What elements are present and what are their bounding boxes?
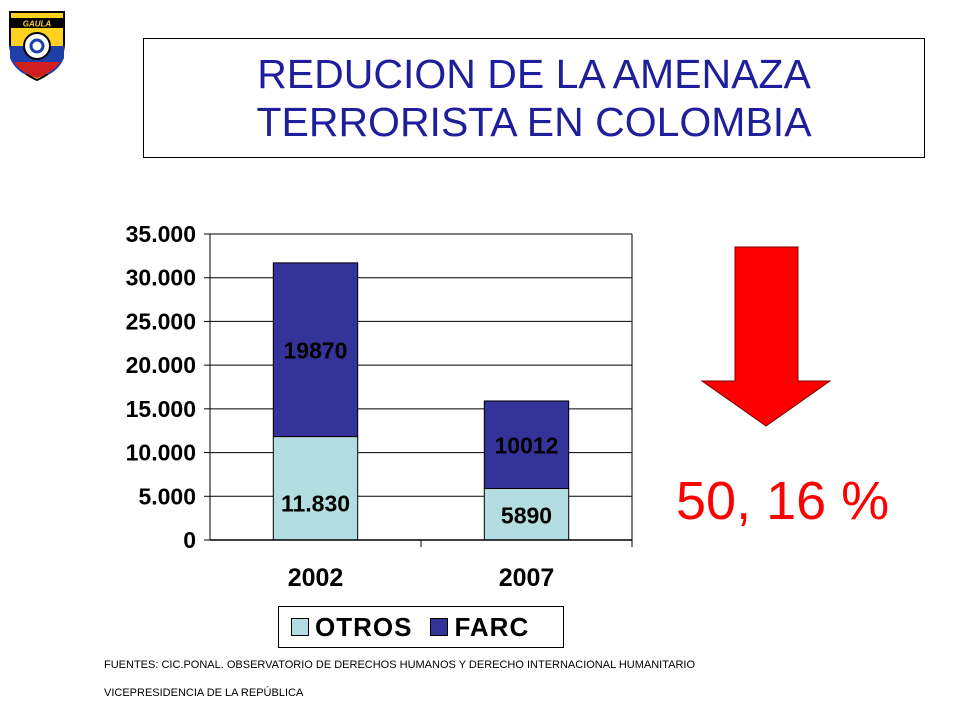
down-arrow-icon [700,246,832,427]
bar-segment-farc-2002 [272,262,359,438]
data-label: 5890 [501,502,552,528]
y-tick-label: 0 [183,527,196,553]
gaula-logo: GAULA [9,11,65,82]
legend-item-farc: FARC [430,612,529,643]
x-tick-label: 2002 [288,564,344,592]
data-label: 11.830 [281,490,350,516]
title-line-2: TERRORISTA EN COLOMBIA [256,99,812,145]
source-note-line-2: VICEPRESIDENCIA DE LA REPÚBLICA [104,687,304,699]
x-axis: 2002 2007 [210,539,633,592]
bar-segment-otros-2007 [483,488,570,541]
data-label: 10012 [495,433,559,459]
y-tick-label: 10.000 [126,440,196,466]
source-note-line-1: FUENTES: CIC.PONAL. OBSERVATORIO DE DERE… [104,659,696,671]
legend-swatch-otros [291,618,309,636]
y-axis: 0 5.000 10.000 15.000 20.000 25.000 30.000 35.0… [126,221,211,553]
chart-bars [272,262,570,541]
y-tick-label: 20.000 [126,352,196,378]
bar-segment-farc-2007 [483,400,570,490]
logo-text: GAULA [23,20,52,29]
y-tick-label: 25.000 [126,308,196,334]
data-label: 19870 [284,338,348,364]
y-tick-label: 30.000 [126,265,196,291]
x-tick-label: 2007 [499,564,555,592]
reduction-percentage: 50, 16 % [676,471,890,531]
title-line-1: REDUCION DE LA AMENAZA [257,51,811,97]
legend-label-farc: FARC [454,611,530,642]
bar-segment-otros-2002 [272,436,359,541]
stacked-bar-chart: 0 5.000 10.000 15.000 20.000 25.000 30.000 35.0… [126,221,832,592]
legend-swatch-farc [430,618,449,636]
y-tick-label: 15.000 [126,396,196,422]
legend-label-otros: OTROS [315,611,413,642]
y-tick-label: 5.000 [138,483,196,509]
title-box: REDUCION DE LA AMENAZA TERRORISTA EN COL… [143,38,925,158]
data-labels: 11.830 19870 5890 10012 [281,338,559,529]
legend-item-otros: OTROS [291,612,412,643]
y-tick-label: 35.000 [126,221,196,247]
chart-legend: OTROS FARC [278,606,564,648]
